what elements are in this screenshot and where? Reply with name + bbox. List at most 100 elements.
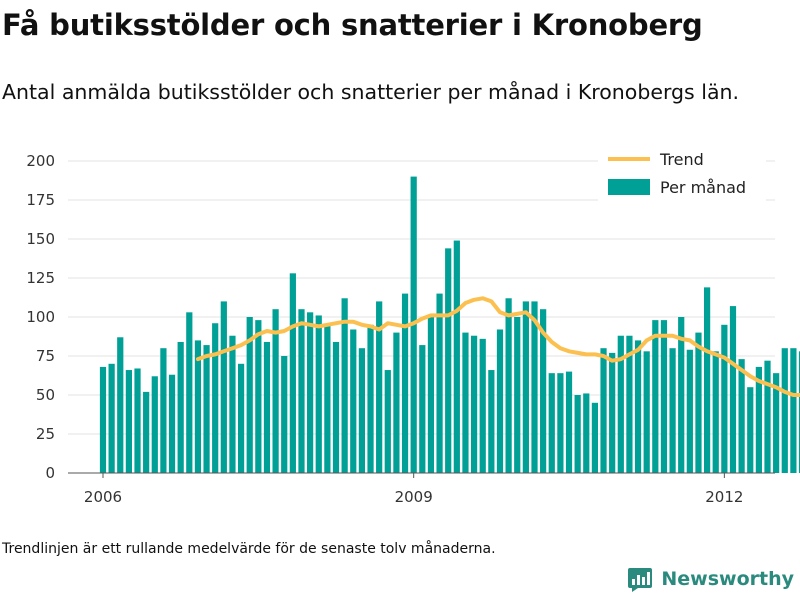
bar[interactable]	[496, 329, 504, 473]
bar[interactable]	[505, 298, 512, 473]
bar[interactable]	[540, 309, 547, 473]
bar[interactable]	[462, 332, 469, 473]
bar[interactable]	[99, 366, 107, 473]
bar[interactable]	[591, 402, 599, 473]
bar[interactable]	[747, 387, 754, 473]
bar[interactable]	[445, 248, 452, 473]
bar[interactable]	[738, 359, 745, 473]
bar[interactable]	[470, 335, 478, 473]
bar[interactable]	[548, 373, 555, 473]
x-axis: 2006200920122015201820212024	[68, 472, 775, 506]
y-tick-label: 25	[36, 425, 55, 443]
bar[interactable]	[557, 373, 564, 473]
bar[interactable]	[609, 352, 616, 473]
bar[interactable]	[229, 335, 236, 473]
y-tick-label: 75	[36, 347, 55, 365]
bar[interactable]	[246, 317, 253, 473]
bar[interactable]	[678, 317, 685, 473]
legend-label-bars: Per månad	[660, 178, 746, 197]
bar[interactable]	[376, 301, 383, 473]
bar[interactable]	[134, 368, 141, 473]
bar[interactable]	[427, 317, 435, 473]
bar[interactable]	[755, 366, 762, 473]
bar[interactable]	[289, 273, 296, 473]
bar[interactable]	[341, 298, 348, 473]
bar[interactable]	[781, 348, 788, 473]
bar[interactable]	[479, 338, 486, 473]
bar[interactable]	[212, 323, 219, 473]
bar[interactable]	[764, 360, 771, 473]
bar[interactable]	[358, 348, 366, 473]
bar[interactable]	[419, 345, 426, 473]
bar[interactable]	[332, 341, 340, 473]
bar[interactable]	[634, 340, 642, 473]
bar[interactable]	[401, 293, 409, 473]
bar[interactable]	[151, 376, 158, 473]
bar[interactable]	[453, 240, 460, 473]
bar[interactable]	[617, 335, 624, 473]
brand-logo[interactable]: Newsworthy	[627, 566, 794, 592]
bar[interactable]	[703, 287, 711, 473]
bar[interactable]	[798, 351, 800, 473]
bar-series	[99, 176, 800, 473]
chart-title: Få butiksstölder och snatterier i Kronob…	[2, 8, 703, 42]
bar[interactable]	[729, 306, 737, 473]
bar[interactable]	[522, 301, 529, 473]
bar[interactable]	[773, 373, 780, 473]
newsworthy-logo-icon	[628, 568, 653, 592]
bar[interactable]	[307, 312, 314, 473]
bar[interactable]	[220, 301, 227, 473]
bar[interactable]	[350, 329, 357, 473]
y-tick-label: 50	[36, 386, 55, 404]
bar[interactable]	[626, 335, 633, 473]
bar[interactable]	[367, 324, 374, 473]
bar[interactable]	[117, 337, 124, 473]
bar[interactable]	[652, 320, 659, 473]
bar[interactable]	[643, 351, 650, 473]
bar[interactable]	[488, 370, 495, 473]
bar[interactable]	[721, 324, 728, 473]
bar[interactable]	[263, 341, 271, 473]
bar[interactable]	[531, 301, 538, 473]
bar[interactable]	[315, 315, 322, 473]
y-tick-label: 100	[26, 308, 55, 326]
bar[interactable]	[436, 293, 443, 473]
bar[interactable]	[143, 391, 150, 473]
y-tick-label: 200	[26, 152, 55, 170]
bar[interactable]	[514, 317, 521, 473]
bar[interactable]	[384, 370, 391, 473]
bar[interactable]	[186, 312, 193, 473]
legend-bar-swatch	[608, 179, 650, 195]
x-tick-label: 2012	[705, 488, 743, 506]
x-tick-label: 2009	[395, 488, 433, 506]
bar[interactable]	[177, 341, 184, 473]
bar[interactable]	[695, 332, 702, 473]
bar[interactable]	[583, 393, 590, 473]
bar[interactable]	[393, 332, 400, 473]
bar[interactable]	[108, 363, 115, 473]
bar[interactable]	[125, 370, 132, 473]
bar[interactable]	[565, 371, 573, 473]
bar[interactable]	[324, 324, 331, 473]
bar[interactable]	[790, 348, 797, 473]
y-tick-label: 175	[26, 191, 55, 209]
bar[interactable]	[712, 351, 719, 473]
bar[interactable]	[574, 395, 581, 473]
bar[interactable]	[298, 309, 305, 473]
bar[interactable]	[194, 340, 202, 473]
trend-line[interactable]	[195, 296, 800, 420]
bar[interactable]	[237, 363, 245, 473]
bar[interactable]	[600, 348, 607, 473]
bar[interactable]	[255, 320, 262, 473]
bar[interactable]	[660, 320, 668, 473]
y-axis: 0 25 50 75 100 125 150 175 200	[26, 152, 55, 482]
bar[interactable]	[203, 345, 210, 473]
bar[interactable]	[281, 356, 288, 473]
x-tick-label: 2006	[84, 488, 122, 506]
bar[interactable]	[168, 374, 176, 473]
bar[interactable]	[669, 348, 676, 473]
bar[interactable]	[272, 309, 279, 473]
bar[interactable]	[160, 348, 167, 473]
bar[interactable]	[686, 349, 693, 473]
footnote: Trendlinjen är ett rullande medelvärde f…	[2, 541, 496, 557]
